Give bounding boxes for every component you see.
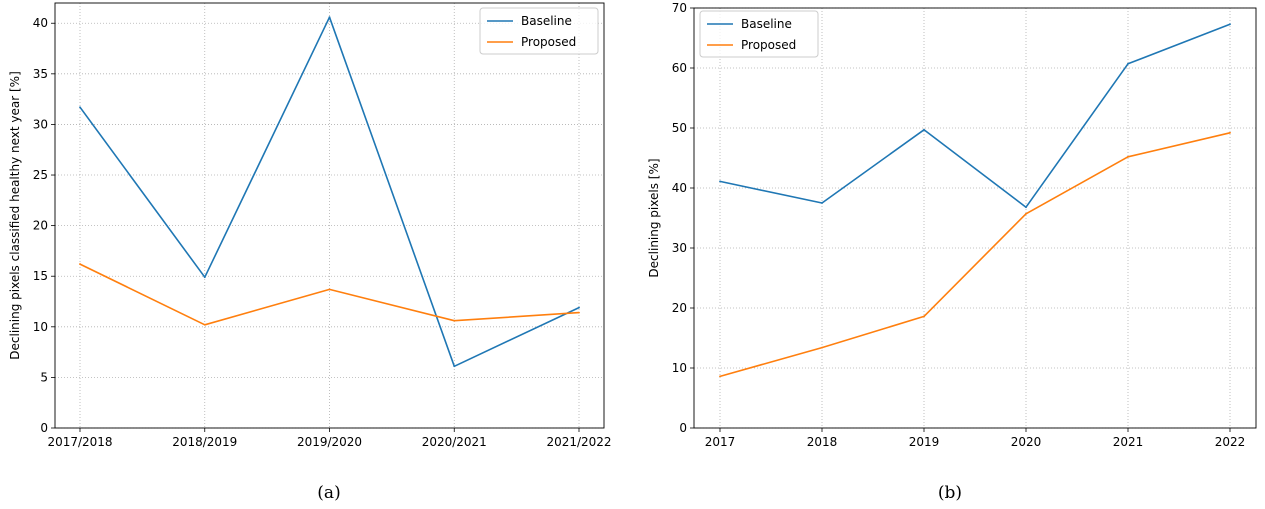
axes-frame xyxy=(54,2,605,429)
panel-caption: (b) xyxy=(938,483,962,503)
y-axis-label: Declining pixels classified healthy next… xyxy=(8,71,22,359)
y-tick-label: 0 xyxy=(40,421,48,435)
legend-label: Baseline xyxy=(521,14,572,28)
y-tick-label: 20 xyxy=(33,219,48,233)
data-point-baseline xyxy=(1229,23,1231,26)
x-tick-label: 2020/2021 xyxy=(422,435,487,449)
y-tick-label: 10 xyxy=(672,361,687,375)
legend-label: Proposed xyxy=(521,35,576,49)
y-tick-label: 70 xyxy=(672,1,687,15)
data-point-proposed xyxy=(719,375,721,378)
x-tick-label: 2017/2018 xyxy=(47,435,112,449)
data-point-baseline xyxy=(79,106,81,109)
data-point-baseline xyxy=(1127,62,1129,65)
y-tick-label: 15 xyxy=(33,269,48,283)
legend-label: Proposed xyxy=(741,38,796,52)
data-point-proposed xyxy=(923,315,925,318)
data-point-baseline xyxy=(328,16,331,19)
y-axis-label: Declining pixels [%] xyxy=(647,158,661,277)
chart-panel-a: 0 5 10 15 20 25 30 35 40 2017/2018 2018/2019 2019/2… xyxy=(8,2,612,503)
y-tick-label: 0 xyxy=(679,421,687,435)
legend: Baseline Proposed xyxy=(699,10,819,58)
data-point-baseline xyxy=(1025,206,1027,209)
x-tick-label: 2021 xyxy=(1113,435,1144,449)
x-tick-label: 2018/2019 xyxy=(172,435,237,449)
legend-label: Baseline xyxy=(741,17,792,31)
y-tick-label: 10 xyxy=(33,320,48,334)
data-point-proposed xyxy=(1229,131,1231,134)
y-tick-label: 30 xyxy=(33,117,48,131)
data-point-baseline xyxy=(453,365,456,368)
y-tick-label: 60 xyxy=(672,61,687,75)
data-point-baseline xyxy=(719,180,721,183)
x-tick-label: 2022 xyxy=(1215,435,1246,449)
data-point-baseline xyxy=(578,306,580,309)
x-tick-label: 2021/2022 xyxy=(546,435,611,449)
y-tick-label: 30 xyxy=(672,241,687,255)
data-point-baseline xyxy=(821,202,823,204)
data-point-proposed xyxy=(1127,155,1129,158)
y-tick-label: 5 xyxy=(40,370,48,384)
y-tick-label: 40 xyxy=(33,16,48,30)
x-tick-label: 2017 xyxy=(705,435,736,449)
y-tick-label: 25 xyxy=(33,168,48,182)
data-point-proposed xyxy=(203,323,206,326)
data-point-baseline xyxy=(203,276,206,279)
y-tick-label: 50 xyxy=(672,121,687,135)
legend: Baseline Proposed xyxy=(479,7,599,55)
x-tick-label: 2018 xyxy=(807,435,838,449)
series-line-baseline xyxy=(719,23,1231,208)
data-point-proposed xyxy=(328,288,331,291)
axes-frame xyxy=(693,7,1257,429)
data-point-proposed xyxy=(821,346,823,349)
y-tick-label: 20 xyxy=(672,301,687,315)
data-point-proposed xyxy=(1025,212,1027,215)
data-point-proposed xyxy=(578,311,580,314)
chart-panel-b: 0 10 20 30 40 50 60 70 2017 2018 2019 2020 2021 2022 D… xyxy=(647,1,1257,503)
panel-caption: (a) xyxy=(317,483,340,503)
y-tick-label: 35 xyxy=(33,67,48,81)
x-tick-label: 2020 xyxy=(1011,435,1042,449)
data-point-baseline xyxy=(923,128,925,131)
data-point-proposed xyxy=(453,319,456,322)
x-tick-label: 2019 xyxy=(909,435,940,449)
series-line-proposed xyxy=(719,132,1231,378)
x-tick-label: 2019/2020 xyxy=(297,435,362,449)
data-point-proposed xyxy=(79,263,81,265)
y-tick-label: 40 xyxy=(672,181,687,195)
